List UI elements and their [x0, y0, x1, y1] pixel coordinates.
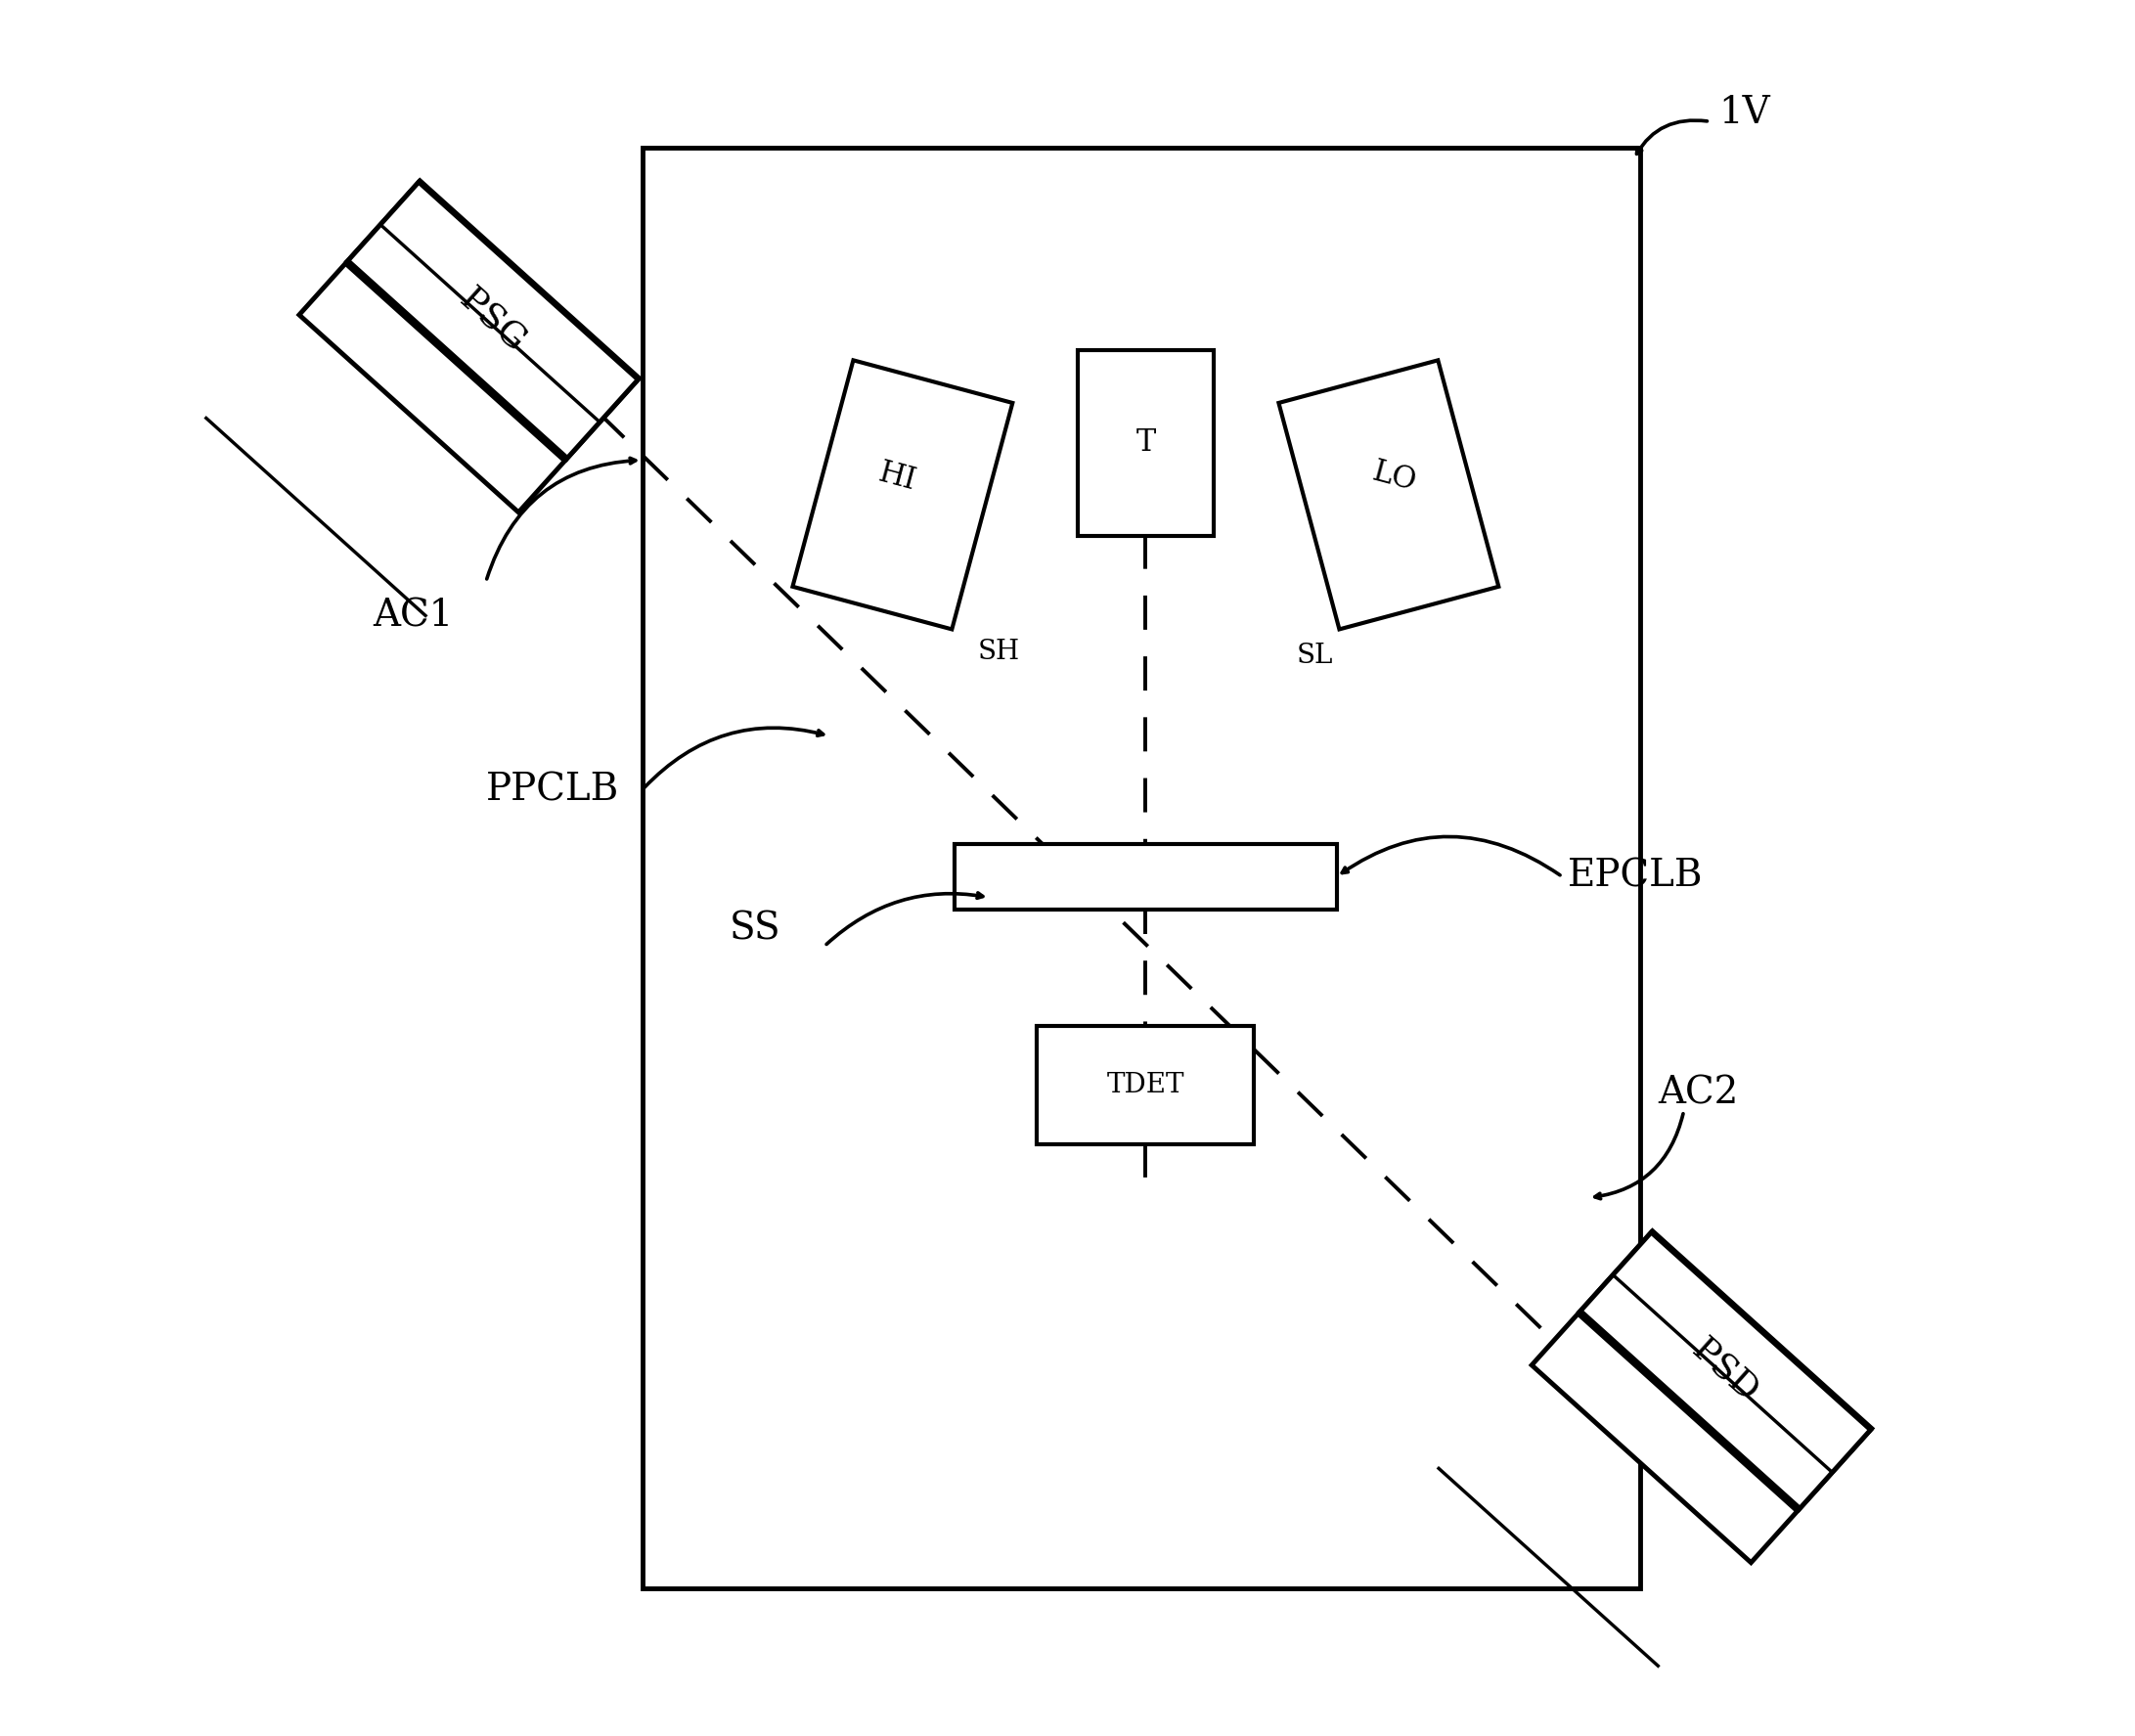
Polygon shape: [346, 181, 638, 460]
Text: SH: SH: [978, 639, 1018, 665]
Polygon shape: [1580, 1233, 1870, 1509]
Polygon shape: [954, 844, 1337, 910]
Polygon shape: [1078, 349, 1213, 535]
Text: PSD: PSD: [1687, 1333, 1766, 1408]
Polygon shape: [792, 361, 1012, 628]
Text: HI: HI: [875, 458, 920, 496]
Polygon shape: [1038, 1026, 1253, 1144]
Text: AC2: AC2: [1657, 1076, 1738, 1111]
Text: EPCLB: EPCLB: [1567, 859, 1704, 894]
Text: SL: SL: [1296, 642, 1332, 668]
Text: T: T: [1136, 427, 1155, 458]
Text: PSG: PSG: [453, 283, 532, 358]
Text: TDET: TDET: [1106, 1071, 1185, 1099]
Polygon shape: [348, 182, 638, 458]
Text: 1V: 1V: [1719, 95, 1770, 130]
Polygon shape: [1531, 1314, 1798, 1562]
Polygon shape: [1580, 1231, 1872, 1510]
Text: PPCLB: PPCLB: [487, 773, 619, 807]
Text: AC1: AC1: [374, 599, 453, 634]
Text: LO: LO: [1369, 457, 1420, 498]
Polygon shape: [1279, 361, 1499, 628]
Bar: [643, 148, 1640, 1588]
Polygon shape: [299, 264, 566, 512]
Text: SS: SS: [730, 911, 781, 946]
